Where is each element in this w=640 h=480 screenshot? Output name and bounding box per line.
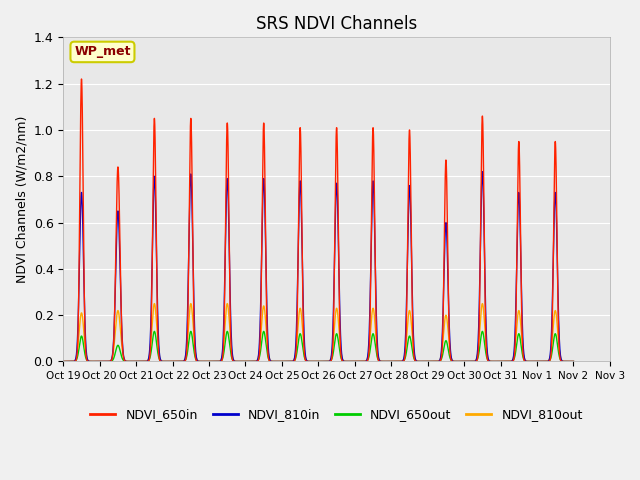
NDVI_810out: [60, 359, 67, 364]
NDVI_650in: [77, 76, 85, 82]
NDVI_810out: [252, 359, 260, 364]
Line: NDVI_650in: NDVI_650in: [63, 79, 573, 361]
NDVI_810out: [86, 359, 94, 364]
NDVI_810out: [404, 312, 412, 318]
Line: NDVI_810out: NDVI_810out: [63, 304, 573, 361]
NDVI_810in: [262, 267, 270, 273]
Text: WP_met: WP_met: [74, 46, 131, 59]
NDVI_810in: [193, 357, 201, 362]
NDVI_650in: [307, 359, 314, 364]
NDVI_810in: [404, 205, 412, 211]
NDVI_650out: [193, 358, 201, 364]
Line: NDVI_650out: NDVI_650out: [63, 331, 573, 361]
Y-axis label: NDVI Channels (W/m2/nm): NDVI Channels (W/m2/nm): [15, 116, 28, 283]
NDVI_810in: [60, 359, 67, 364]
NDVI_810in: [86, 359, 94, 364]
NDVI_650in: [570, 359, 577, 364]
NDVI_650in: [262, 279, 270, 285]
NDVI_810out: [570, 359, 577, 364]
NDVI_810out: [262, 326, 270, 332]
Line: NDVI_810in: NDVI_810in: [63, 172, 573, 361]
NDVI_650in: [252, 359, 260, 364]
NDVI_810out: [150, 301, 158, 307]
NDVI_810in: [570, 359, 577, 364]
NDVI_650in: [193, 359, 201, 364]
NDVI_810in: [307, 359, 314, 364]
NDVI_650out: [262, 342, 270, 348]
NDVI_650out: [307, 359, 314, 364]
NDVI_810out: [307, 359, 314, 364]
NDVI_650out: [404, 336, 412, 341]
NDVI_810in: [252, 359, 260, 364]
NDVI_650in: [404, 164, 412, 170]
Title: SRS NDVI Channels: SRS NDVI Channels: [256, 15, 417, 33]
NDVI_810in: [479, 169, 486, 175]
NDVI_650out: [86, 359, 94, 364]
NDVI_650in: [60, 359, 67, 364]
NDVI_650out: [60, 359, 67, 364]
Legend: NDVI_650in, NDVI_810in, NDVI_650out, NDVI_810out: NDVI_650in, NDVI_810in, NDVI_650out, NDV…: [85, 403, 588, 426]
NDVI_650out: [150, 328, 158, 334]
NDVI_650in: [86, 359, 94, 364]
NDVI_650out: [252, 359, 260, 364]
NDVI_650out: [570, 359, 577, 364]
NDVI_810out: [193, 357, 201, 362]
